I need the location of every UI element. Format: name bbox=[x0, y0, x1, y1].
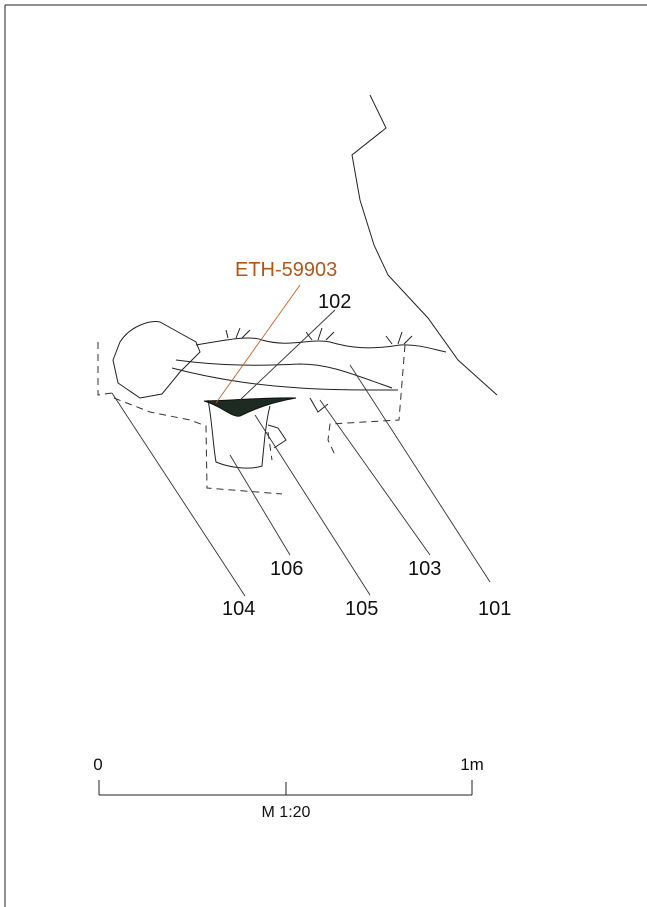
leader-103 bbox=[319, 399, 431, 556]
sample-label: ETH-59903 bbox=[235, 259, 337, 281]
charcoal-lens bbox=[203, 397, 297, 417]
root-marks bbox=[225, 327, 413, 345]
label-106: 106 bbox=[270, 558, 303, 580]
scale-end: 1m bbox=[460, 755, 484, 774]
dashed-pit bbox=[113, 397, 283, 495]
leader-102 bbox=[239, 309, 336, 401]
scale-start: 0 bbox=[93, 755, 102, 774]
label-101: 101 bbox=[478, 598, 511, 620]
label-103: 103 bbox=[408, 558, 441, 580]
stone bbox=[112, 321, 201, 399]
dashed-left bbox=[97, 342, 113, 396]
stratigraphy bbox=[97, 94, 498, 495]
layer-101-top bbox=[195, 337, 447, 353]
leader-104 bbox=[111, 392, 246, 597]
scale-ratio: M 1:20 bbox=[262, 804, 311, 821]
stone-103 bbox=[309, 397, 329, 413]
leader-sample bbox=[215, 284, 301, 404]
leader-101 bbox=[349, 364, 491, 583]
label-105: 105 bbox=[345, 598, 378, 620]
scale-bar: 0 1m M 1:20 bbox=[93, 755, 484, 821]
leader-lines bbox=[111, 284, 491, 597]
layer-103 bbox=[171, 367, 399, 391]
layer-101-bottom bbox=[175, 359, 393, 389]
profile-edge bbox=[351, 94, 498, 396]
leader-106 bbox=[229, 454, 291, 556]
stone-105 bbox=[267, 424, 287, 449]
pit-106 bbox=[207, 399, 271, 469]
label-104: 104 bbox=[222, 598, 255, 620]
dashed-right bbox=[327, 344, 406, 456]
label-102: 102 bbox=[318, 291, 351, 313]
leader-105 bbox=[254, 414, 371, 596]
